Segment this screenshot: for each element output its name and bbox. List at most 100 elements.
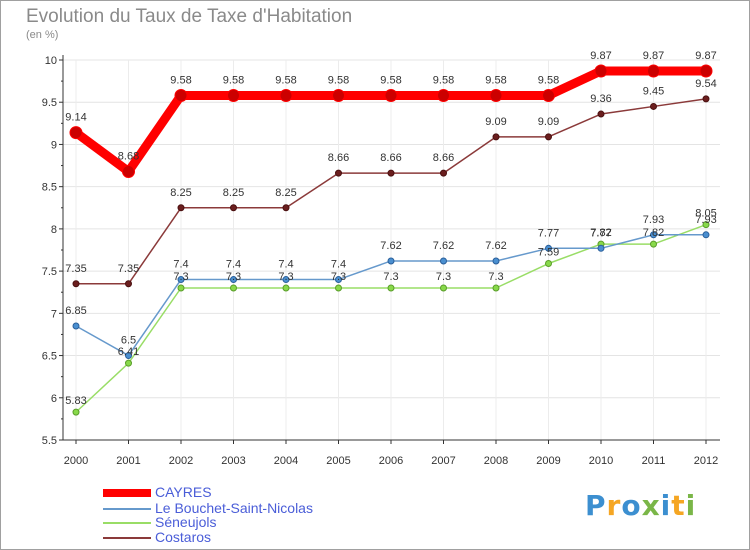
data-point-cayres: [279, 88, 293, 102]
axis-layer: 5.5 6 6.5 7 7.5 8 8.5 9 9.5 10 2000 2001 2002 2003 200…: [42, 55, 720, 467]
data-point-cayres: [384, 88, 398, 102]
x-tick-label: 2010: [589, 455, 613, 467]
logo-letter: o: [621, 489, 642, 522]
data-point-costaros: [125, 280, 132, 288]
data-point-seneujols: [282, 284, 290, 292]
data-point-le-bouchet: [72, 322, 80, 330]
data-label-le-bouchet: 6.85: [65, 305, 86, 317]
data-label-seneujols: 7.3: [278, 271, 293, 283]
data-label-le-bouchet: 7.93: [695, 214, 716, 226]
data-point-le-bouchet: [597, 244, 605, 252]
data-point-cayres: [69, 126, 83, 140]
data-label-cayres: 8.68: [118, 150, 139, 162]
data-point-costaros: [72, 280, 80, 288]
data-label-cayres: 9.87: [590, 50, 611, 62]
data-label-le-bouchet: 7.4: [331, 259, 346, 271]
x-tick-label: 2011: [642, 455, 666, 467]
data-label-le-bouchet: 7.62: [433, 240, 454, 252]
grid-layer: [63, 59, 720, 440]
data-label-seneujols: 7.59: [538, 247, 559, 259]
y-tick-label: 10: [45, 55, 57, 67]
chart-title: Evolution du Taux de Taxe d'Habitation: [26, 6, 353, 27]
data-label-seneujols: 8.05: [695, 208, 716, 220]
data-label-costaros: 7.35: [65, 263, 86, 275]
data-label-costaros: 9.09: [485, 116, 506, 128]
y-tick-label: 7.5: [42, 266, 57, 278]
data-point-costaros: [650, 102, 657, 110]
x-tick-label: 2012: [694, 455, 718, 467]
data-label-cayres: 9.58: [328, 74, 349, 86]
data-label-costaros: 8.25: [170, 187, 191, 199]
data-point-seneujols: [72, 408, 80, 416]
data-point-le-bouchet: [230, 276, 237, 284]
data-point-seneujols: [440, 284, 447, 292]
y-tick-label: 8: [51, 224, 57, 236]
data-point-costaros: [492, 133, 500, 141]
data-point-seneujols: [545, 260, 552, 268]
data-point-le-bouchet: [440, 257, 447, 265]
data-point-costaros: [440, 169, 447, 177]
x-tick-label: 2009: [536, 455, 560, 467]
data-point-seneujols: [492, 284, 500, 292]
data-point-costaros: [545, 133, 552, 141]
x-tick-label: 2001: [116, 455, 140, 467]
y-tick-label: 8.5: [42, 182, 57, 194]
y-tick-label: 9: [51, 139, 57, 151]
data-point-cayres: [542, 88, 555, 102]
proxiti-logo[interactable]: Proxiti: [585, 489, 696, 522]
data-point-costaros: [230, 204, 237, 212]
logo-letter: r: [606, 489, 622, 522]
data-point-seneujols: [125, 359, 132, 367]
data-label-le-bouchet: 7.77: [538, 227, 559, 239]
data-point-le-bouchet: [545, 244, 552, 252]
data-point-cayres: [489, 88, 503, 102]
data-label-seneujols: 7.3: [436, 271, 451, 283]
data-point-le-bouchet: [177, 276, 185, 284]
x-tick-label: 2004: [274, 455, 298, 467]
x-tick-label: 2000: [64, 455, 88, 467]
y-tick-label: 7: [51, 308, 57, 320]
logo-letter: i: [685, 489, 697, 522]
data-label-cayres: 9.58: [433, 74, 454, 86]
logo-letter: P: [585, 489, 607, 522]
data-point-costaros: [335, 169, 342, 177]
data-label-seneujols: 7.3: [488, 271, 503, 283]
data-label-le-bouchet: 7.4: [226, 259, 241, 271]
legend-swatch-seneujols: [103, 522, 151, 524]
data-point-le-bouchet: [650, 231, 657, 239]
data-label-cayres: 9.87: [643, 50, 664, 62]
data-label-costaros: 8.66: [433, 152, 454, 164]
data-label-costaros: 9.45: [643, 85, 664, 97]
data-point-cayres: [122, 164, 135, 178]
legend-label-costaros: Costaros: [155, 529, 212, 545]
x-tick-label: 2008: [484, 455, 508, 467]
data-point-cayres: [437, 88, 450, 102]
data-point-cayres: [594, 64, 608, 78]
data-label-cayres: 9.14: [65, 112, 86, 124]
data-label-costaros: 9.54: [695, 78, 716, 90]
data-label-cayres: 9.58: [170, 74, 191, 86]
data-label-seneujols: 5.83: [65, 395, 86, 407]
data-point-costaros: [177, 204, 185, 212]
legend-label-le-bouchet: Le Bouchet-Saint-Nicolas: [155, 500, 313, 516]
data-label-costaros: 8.25: [275, 187, 296, 199]
legend-label-seneujols: Séneujols: [155, 514, 217, 530]
data-label-cayres: 9.58: [538, 74, 559, 86]
data-point-seneujols: [387, 284, 395, 292]
data-point-seneujols: [177, 284, 185, 292]
data-point-costaros: [702, 95, 710, 103]
data-point-seneujols: [702, 221, 710, 229]
data-point-le-bouchet: [282, 276, 290, 284]
data-point-le-bouchet: [387, 257, 395, 265]
data-label-seneujols: 7.3: [331, 271, 346, 283]
data-label-cayres: 9.58: [380, 74, 401, 86]
data-label-le-bouchet: 7.62: [380, 240, 401, 252]
data-point-seneujols: [335, 284, 342, 292]
data-point-seneujols: [650, 240, 657, 248]
data-point-le-bouchet: [125, 352, 132, 360]
data-point-costaros: [597, 110, 605, 118]
data-point-cayres: [174, 88, 188, 102]
data-point-seneujols: [230, 284, 237, 292]
data-point-le-bouchet: [335, 276, 342, 284]
data-point-cayres: [227, 88, 240, 102]
